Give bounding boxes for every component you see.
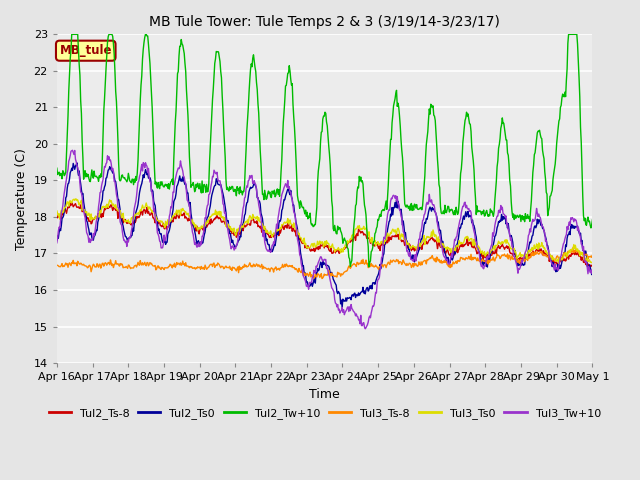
- Y-axis label: Temperature (C): Temperature (C): [15, 148, 28, 250]
- X-axis label: Time: Time: [309, 388, 340, 401]
- Title: MB Tule Tower: Tule Temps 2 & 3 (3/19/14-3/23/17): MB Tule Tower: Tule Temps 2 & 3 (3/19/14…: [149, 15, 500, 29]
- Text: MB_tule: MB_tule: [60, 44, 112, 57]
- Legend: Tul2_Ts-8, Tul2_Ts0, Tul2_Tw+10, Tul3_Ts-8, Tul3_Ts0, Tul3_Tw+10: Tul2_Ts-8, Tul2_Ts0, Tul2_Tw+10, Tul3_Ts…: [44, 403, 605, 423]
